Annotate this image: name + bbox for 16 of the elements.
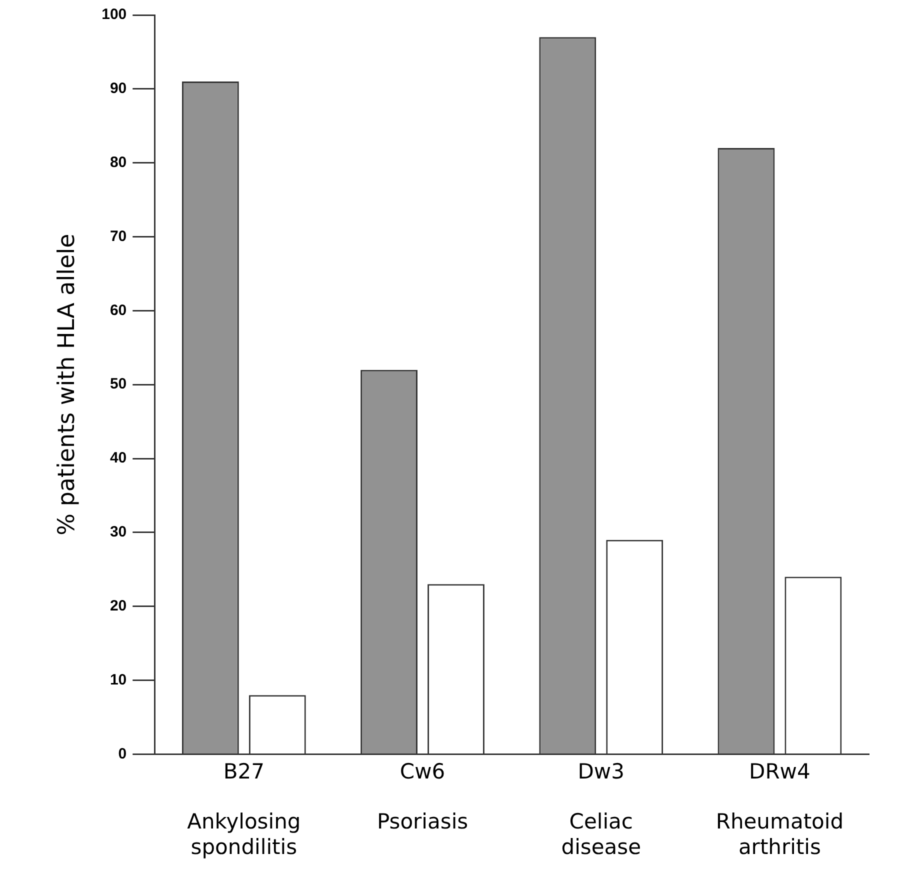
category-label: Dw3 Celiac disease xyxy=(561,759,641,859)
y-tick-label: 70 xyxy=(110,228,127,245)
y-tick-label: 90 xyxy=(110,80,127,98)
category-label: Cw6 Psoriasis xyxy=(376,759,468,834)
y-tick-label: 80 xyxy=(110,154,127,171)
y-axis-title: % patients with HLA allele xyxy=(54,234,80,536)
y-tick-label: 30 xyxy=(110,524,127,541)
y-tick-label: 60 xyxy=(110,302,127,319)
y-tick-label: 50 xyxy=(110,376,127,393)
category-label: DRw4 Rheumatoid arthritis xyxy=(716,759,844,859)
category-label: B27 Ankylosing spondilitis xyxy=(187,759,301,859)
y-tick-label: 100 xyxy=(102,6,127,24)
y-tick-label: 40 xyxy=(110,450,127,467)
y-tick-label: 20 xyxy=(110,598,127,614)
y-tick-label: 0 xyxy=(118,745,127,762)
y-tick-label: 10 xyxy=(110,671,127,688)
